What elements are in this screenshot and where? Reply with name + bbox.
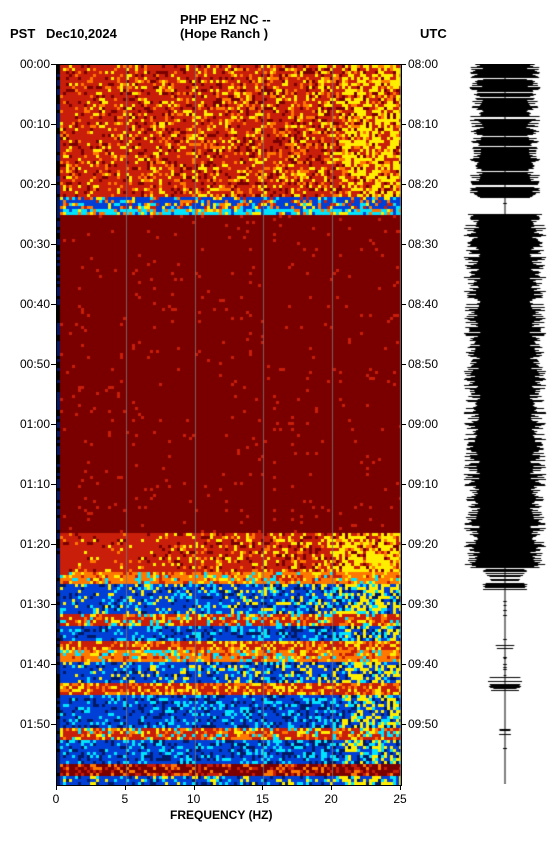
timezone-left-label: PST: [10, 26, 35, 41]
pst-tick: 00:40: [10, 297, 50, 311]
pst-tick: 01:50: [10, 717, 50, 731]
pst-tick: 01:20: [10, 537, 50, 551]
pst-tick: 00:50: [10, 357, 50, 371]
pst-tick: 00:10: [10, 117, 50, 131]
utc-tick: 08:40: [408, 297, 448, 311]
pst-tick: 00:20: [10, 177, 50, 191]
location-label: (Hope Ranch ): [180, 26, 268, 41]
timezone-right-label: UTC: [420, 26, 447, 41]
utc-tick: 08:30: [408, 237, 448, 251]
waveform-trace: [462, 64, 548, 784]
spectrogram-heatmap: [56, 64, 402, 786]
freq-tick: 0: [46, 792, 66, 806]
station-label: PHP EHZ NC --: [180, 12, 271, 27]
pst-tick: 01:00: [10, 417, 50, 431]
utc-tick: 09:20: [408, 537, 448, 551]
pst-tick: 01:10: [10, 477, 50, 491]
date-label: Dec10,2024: [46, 26, 117, 41]
utc-tick: 09:30: [408, 597, 448, 611]
pst-tick: 00:00: [10, 57, 50, 71]
utc-tick: 08:20: [408, 177, 448, 191]
freq-tick: 20: [321, 792, 341, 806]
freq-tick: 25: [390, 792, 410, 806]
freq-tick: 5: [115, 792, 135, 806]
utc-tick: 09:10: [408, 477, 448, 491]
x-axis-label: FREQUENCY (HZ): [170, 808, 272, 822]
pst-tick: 01:40: [10, 657, 50, 671]
utc-tick: 09:50: [408, 717, 448, 731]
pst-tick: 01:30: [10, 597, 50, 611]
utc-tick: 09:40: [408, 657, 448, 671]
utc-tick: 09:00: [408, 417, 448, 431]
utc-tick: 08:00: [408, 57, 448, 71]
utc-tick: 08:10: [408, 117, 448, 131]
utc-tick: 08:50: [408, 357, 448, 371]
freq-tick: 15: [252, 792, 272, 806]
freq-tick: 10: [184, 792, 204, 806]
pst-tick: 00:30: [10, 237, 50, 251]
